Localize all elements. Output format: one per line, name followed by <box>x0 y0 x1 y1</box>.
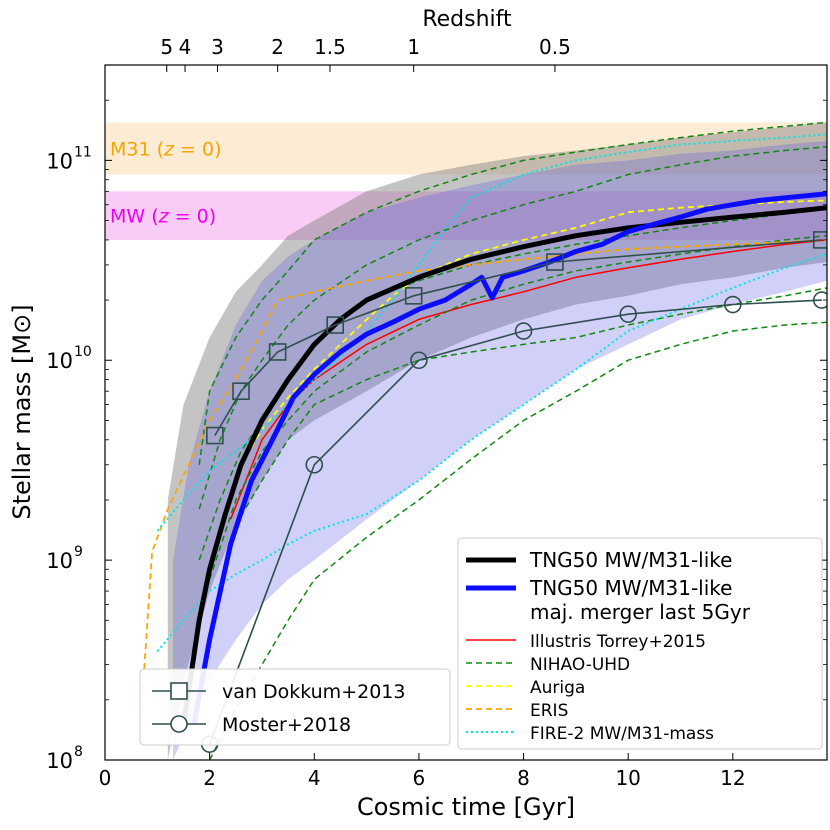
legend-label-nihao-uhd: NIHAO-UHD <box>530 655 630 675</box>
line-eris <box>140 239 827 710</box>
x-tick-label: 12 <box>720 766 745 790</box>
plot-frame <box>104 64 828 761</box>
band-label-m31: M31 (z = 0) <box>110 138 222 160</box>
legend-label-fire-2-mw-m31-mass: FIRE-2 MW/M31-mass <box>530 724 714 744</box>
shade-tng50-major-merger-scatter <box>173 141 827 760</box>
band-label-mw: MW (z = 0) <box>110 206 216 228</box>
redshift-tick-label: 0.5 <box>539 35 571 59</box>
redshift-axis-title: Redshift <box>422 7 512 32</box>
marker-circle-moster-2018 <box>514 322 533 340</box>
band-m31 <box>105 122 827 175</box>
line-moster-2018 <box>208 299 822 745</box>
marker-square-van-dokkum-2013 <box>546 253 564 271</box>
observational-points <box>200 231 827 753</box>
marker-square-van-dokkum-2013 <box>232 382 250 401</box>
x-tick-label: 10 <box>615 766 640 790</box>
legend-points-box <box>139 668 451 746</box>
redshift-tick-label: 4 <box>179 35 192 59</box>
y-tick-exponent: 10 <box>74 344 92 360</box>
x-axis-title: Cosmic time [Gyr] <box>357 793 575 821</box>
x-tick-label: 8 <box>517 766 530 790</box>
marker-square-van-dokkum-2013 <box>206 426 224 445</box>
y-tick-label: 10 <box>46 749 73 773</box>
marker-square-van-dokkum-2013 <box>404 287 423 305</box>
x-tick-label: 4 <box>308 766 321 790</box>
x-tick-label: 2 <box>203 766 216 790</box>
y-tick-label: 10 <box>46 549 73 573</box>
legend-label-line2: maj. merger last 5Gyr <box>530 600 751 624</box>
legend-label-tng50-mw-m31-like: TNG50 MW/M31-like <box>529 548 732 572</box>
marker-circle-moster-2018 <box>724 295 742 314</box>
y-tick-exponent: 8 <box>74 744 83 760</box>
redshift-tick-label: 5 <box>160 35 173 59</box>
legend-observations: van Dokkum+2013 Moster+2018 <box>139 668 451 746</box>
line-van-dokkum-2013 <box>214 239 822 436</box>
legend-square-icon <box>170 682 188 700</box>
line-tng50-mw-m31-like-maj-merger-last-5gyr <box>191 191 827 726</box>
legend-points-label-van-dokkum-2013: van Dokkum+2013 <box>222 681 405 703</box>
line-tng50-mw-m31-like <box>181 205 827 726</box>
marker-square-van-dokkum-2013 <box>812 231 827 249</box>
legend-circle-icon <box>170 715 188 733</box>
line-auriga <box>240 199 827 466</box>
x-tick-label: 0 <box>99 766 112 790</box>
redshift-tick-label: 1 <box>407 35 420 59</box>
legend-label-auriga: Auriga <box>530 678 585 698</box>
marker-square-van-dokkum-2013 <box>326 316 345 334</box>
redshift-tick-label: 3 <box>211 35 224 59</box>
data-series <box>140 121 827 760</box>
scatter-ranges <box>167 122 827 760</box>
redshift-tick-label: 1.5 <box>314 35 346 59</box>
band-labels: M31 (z = 0) MW (z = 0) <box>110 138 222 227</box>
line-fire-2-mw-m31-mass-2 <box>156 253 827 652</box>
y-tick-label: 10 <box>46 149 73 173</box>
line-nihao-uhd-1 <box>198 121 827 465</box>
line-nihao-uhd-6 <box>208 321 827 760</box>
marker-square-van-dokkum-2013 <box>268 343 287 361</box>
y-tick-exponent: 11 <box>74 144 92 160</box>
marker-circle-moster-2018 <box>812 291 827 309</box>
y-tick-exponent: 9 <box>74 544 83 560</box>
marker-circle-moster-2018 <box>619 305 637 323</box>
line-nihao-uhd-2 <box>198 145 827 510</box>
reference-bands <box>105 122 827 240</box>
x-tick-label: 6 <box>413 766 426 790</box>
legend-points-label-moster-2018: Moster+2018 <box>222 714 351 736</box>
legend-label-eris: ERIS <box>530 701 568 721</box>
legend-label-tng50-mw-m31-like: TNG50 MW/M31-like <box>529 576 732 600</box>
marker-circle-moster-2018 <box>410 351 428 370</box>
y-axis-title: Stellar mass [M⊙] <box>8 304 36 519</box>
marker-circle-moster-2018 <box>305 455 324 474</box>
shade-tng50-mw-m31-like-scatter <box>167 122 827 760</box>
legend-main-box <box>457 537 823 750</box>
redshift-tick-label: 2 <box>271 35 284 59</box>
y-tick-label: 10 <box>46 349 73 373</box>
band-mw <box>105 191 827 240</box>
legend-label-illustris-torrey-2015: Illustris Torrey+2015 <box>530 632 706 652</box>
